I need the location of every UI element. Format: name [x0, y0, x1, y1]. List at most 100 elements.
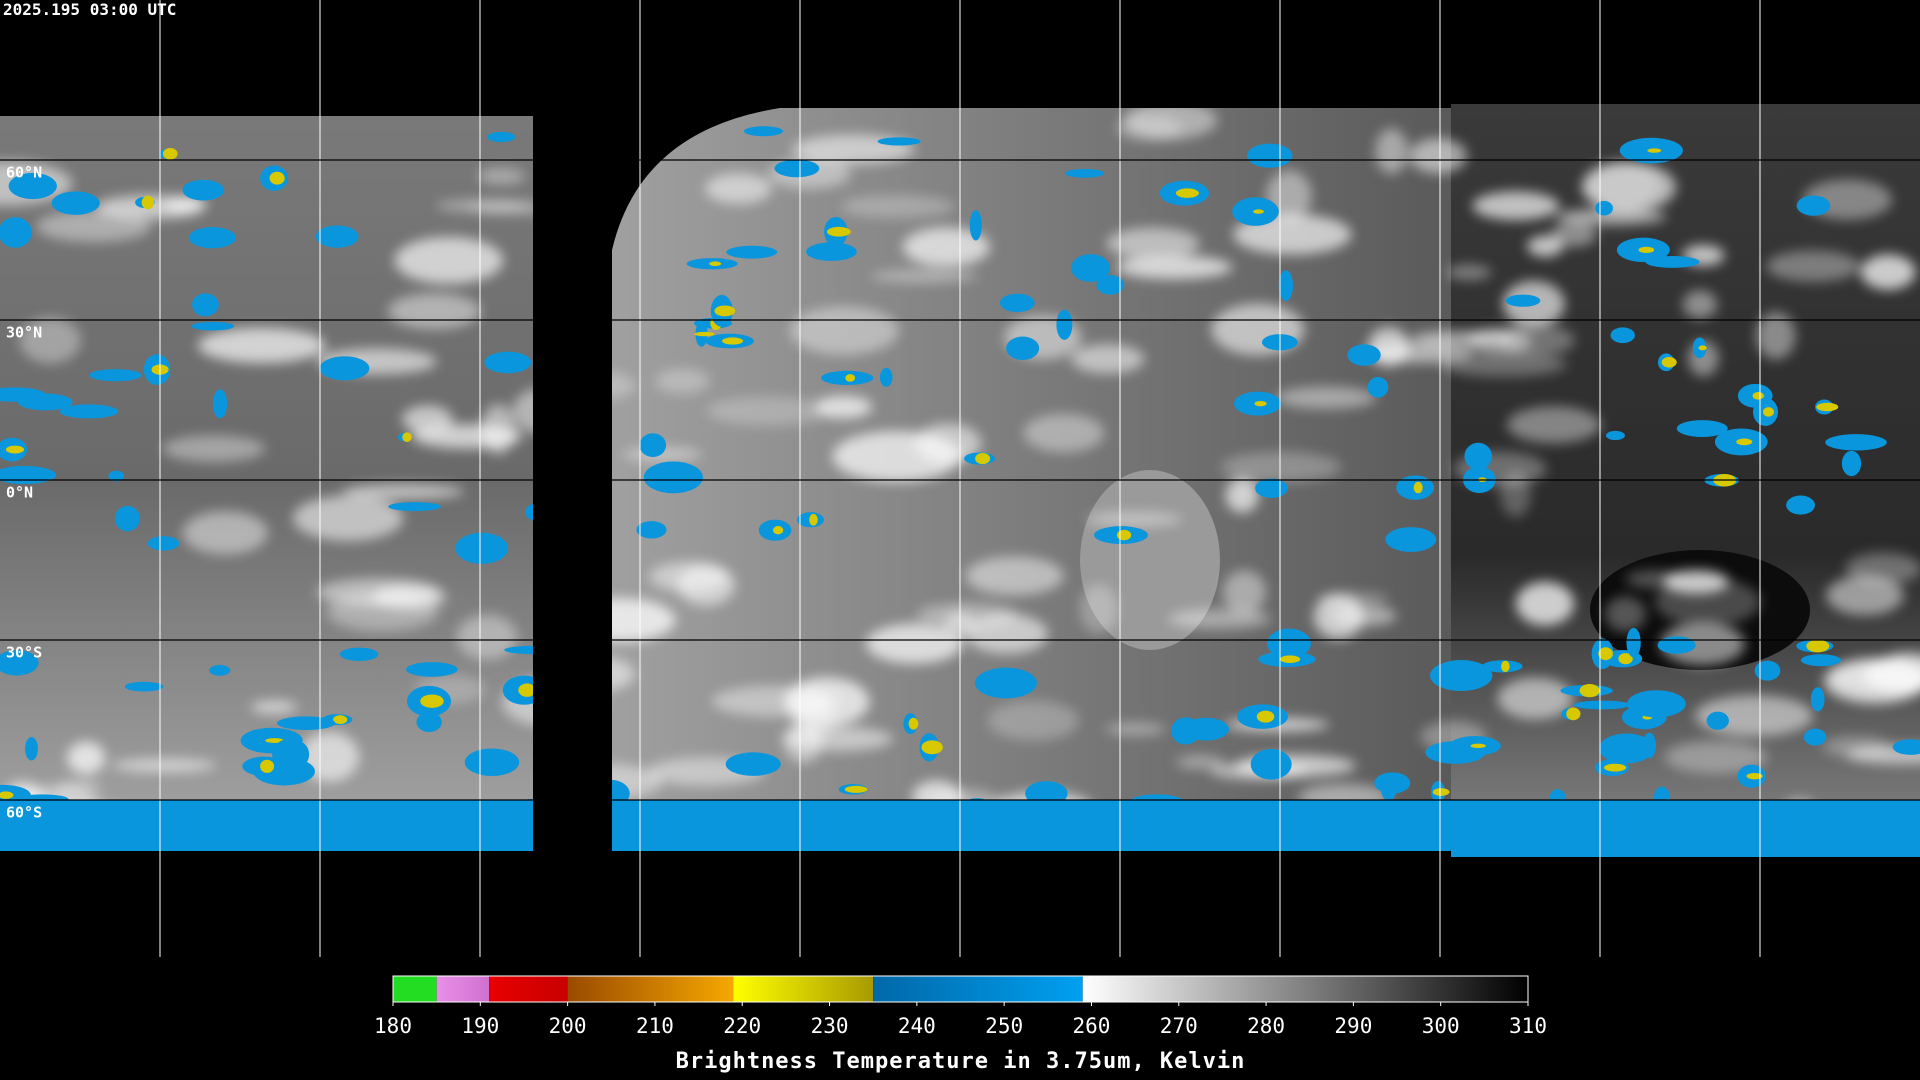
- colorbar-segment: [393, 976, 437, 1002]
- cold-cloud: [114, 505, 140, 532]
- colder-cloud: [0, 791, 14, 799]
- timestamp: 2025.195 03:00 UTC: [3, 0, 176, 19]
- cloud: [1654, 578, 1761, 626]
- cloud: [789, 306, 900, 355]
- cloud: [677, 564, 735, 606]
- cloud: [1582, 162, 1677, 212]
- colorbar-segment: [1082, 976, 1528, 1002]
- cold-cloud: [108, 470, 125, 482]
- cloud: [197, 327, 326, 364]
- cloud: [1860, 254, 1916, 290]
- cold-cloud: [0, 217, 33, 248]
- cloud: [1845, 552, 1920, 585]
- cold-cloud: [339, 647, 379, 661]
- latitude-labels: 60°N 30°N 0°N 30°S 60°S: [6, 164, 42, 822]
- colder-cloud: [1698, 345, 1707, 351]
- cloud: [1555, 208, 1667, 225]
- cold-cloud: [1430, 660, 1493, 691]
- cloud: [341, 484, 465, 499]
- cloud: [1472, 191, 1560, 221]
- cloud: [1440, 352, 1567, 377]
- cold-cloud: [124, 681, 164, 692]
- cold-cloud: [212, 389, 228, 419]
- colorbar-tick-label: 300: [1422, 1014, 1460, 1038]
- colder-cloud: [333, 715, 348, 725]
- colder-cloud: [844, 785, 868, 793]
- cold-cloud: [969, 210, 982, 241]
- cloud: [1116, 255, 1233, 279]
- colorbar-tick-label: 310: [1509, 1014, 1547, 1038]
- colorbar-segment: [489, 976, 568, 1002]
- cloud: [870, 269, 979, 283]
- cloud: [326, 592, 439, 632]
- cold-cloud: [1464, 442, 1493, 470]
- cloud: [1106, 227, 1200, 260]
- cloud: [815, 395, 873, 419]
- colder-cloud: [908, 717, 919, 730]
- cloud: [1766, 250, 1860, 282]
- cold-cloud: [1627, 690, 1686, 718]
- cold-cloud: [487, 131, 516, 143]
- cold-cloud: [1676, 420, 1728, 438]
- cold-cloud: [1367, 376, 1389, 398]
- cloud: [1826, 575, 1904, 616]
- cold-cloud: [1573, 700, 1631, 710]
- cold-cloud: [0, 650, 39, 676]
- colder-cloud: [1501, 660, 1510, 673]
- cold-cloud: [1610, 327, 1635, 344]
- cold-cloud: [726, 245, 778, 259]
- colorbar-segment: [567, 976, 734, 1002]
- graticule: [159, 0, 1761, 957]
- colorbar-tick-label: 280: [1247, 1014, 1285, 1038]
- cold-cloud: [879, 367, 893, 387]
- cloud: [1822, 735, 1890, 758]
- cloud: [1500, 471, 1531, 518]
- cold-cloud: [975, 667, 1037, 699]
- cold-cloud: [8, 172, 57, 200]
- cloud: [965, 556, 1064, 596]
- colder-cloud: [141, 195, 155, 210]
- cloud: [1497, 677, 1574, 720]
- cloud: [1886, 650, 1920, 670]
- colder-cloud: [1566, 707, 1581, 721]
- cloud: [1660, 622, 1745, 666]
- cold-cloud: [319, 356, 370, 381]
- colder-cloud: [845, 374, 856, 382]
- colder-cloud: [162, 147, 178, 160]
- cold-cloud: [1347, 344, 1381, 366]
- cold-cloud: [1841, 450, 1862, 477]
- cloud: [1222, 570, 1267, 615]
- colder-cloud: [1579, 683, 1600, 698]
- cold-cloud: [25, 736, 38, 761]
- colder-cloud: [826, 226, 851, 237]
- colder-cloud: [1736, 438, 1753, 446]
- cold-cloud: [1657, 636, 1696, 654]
- cold-cloud: [388, 502, 441, 512]
- colder-cloud: [1746, 772, 1763, 780]
- colorbar-tick-label: 250: [985, 1014, 1023, 1038]
- colorbar-frame: [392, 975, 1529, 1003]
- colder-cloud: [709, 261, 722, 267]
- colorbar-tick-label: 210: [636, 1014, 674, 1038]
- latitude-label: 60°N: [6, 164, 42, 182]
- colder-cloud: [1470, 743, 1486, 749]
- cold-cloud: [806, 242, 857, 261]
- cold-cloud: [639, 433, 667, 458]
- colorbar-title: Brightness Temperature in 3.75um, Kelvin: [676, 1049, 1246, 1074]
- colorbar-segment: [873, 976, 1083, 1002]
- cold-cloud: [188, 227, 236, 249]
- cloud: [477, 168, 526, 185]
- cloud: [1375, 128, 1408, 175]
- cold-cloud: [1374, 772, 1411, 794]
- colder-cloud: [1752, 391, 1764, 400]
- cloud: [1467, 327, 1532, 355]
- cold-cloud: [725, 752, 781, 776]
- cloud: [387, 293, 481, 330]
- cold-cloud: [191, 321, 235, 331]
- colder-cloud: [1413, 481, 1423, 494]
- colder-cloud: [1762, 407, 1775, 417]
- cold-cloud: [636, 521, 667, 539]
- cloud: [481, 403, 515, 455]
- cold-cloud: [1246, 143, 1293, 168]
